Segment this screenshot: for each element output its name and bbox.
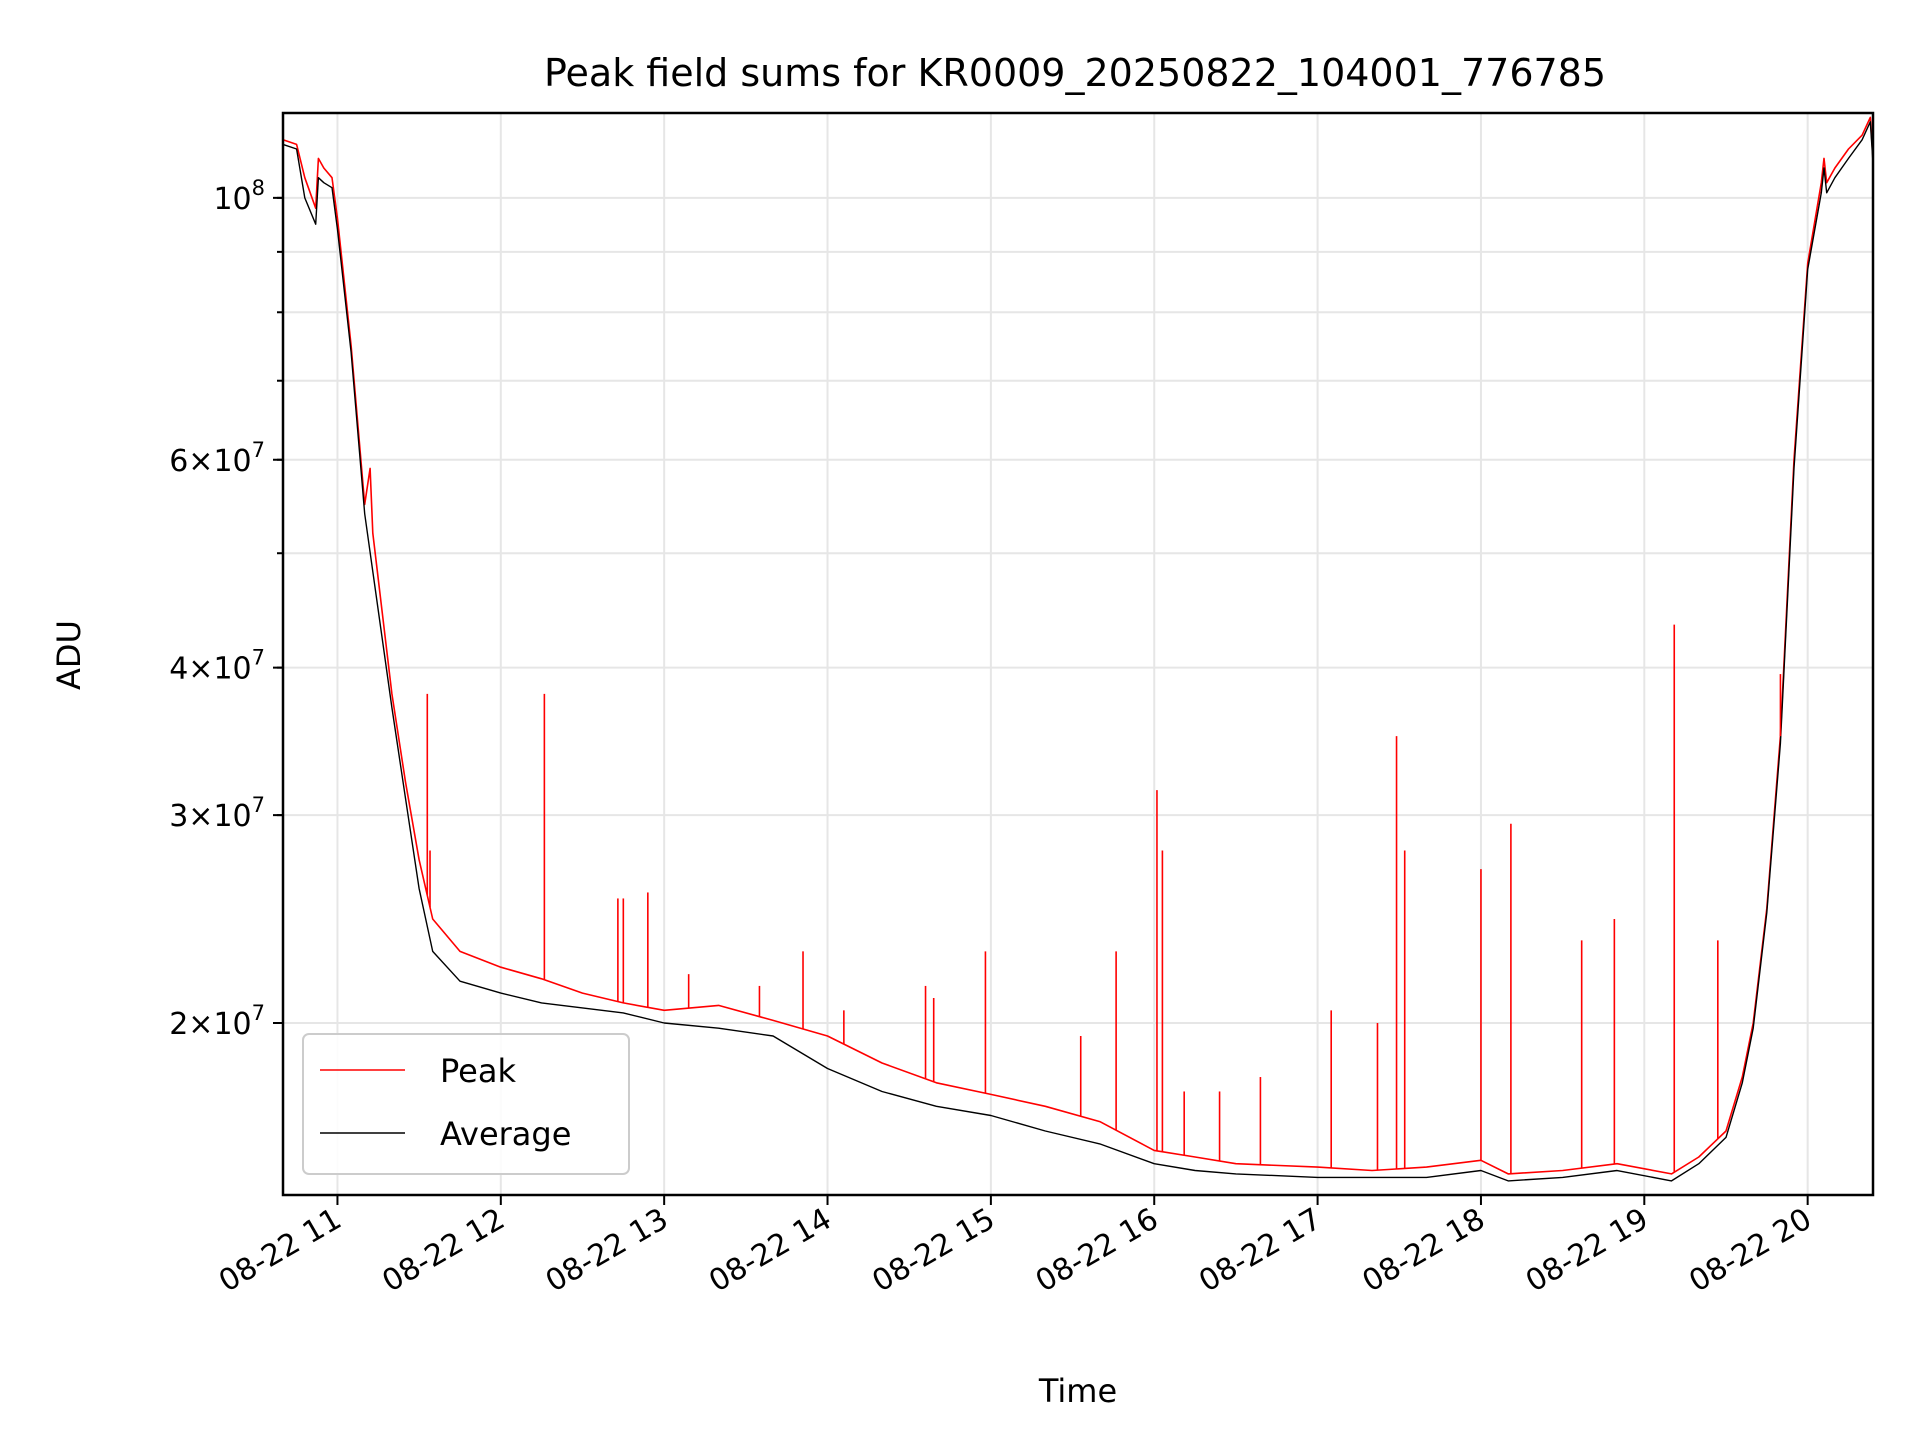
grid-lines (283, 113, 1873, 1195)
legend-label-peak: Peak (440, 1052, 516, 1090)
series-line-average (282, 121, 1874, 1182)
y-axis-label: ADU (50, 620, 88, 690)
series-layer (282, 116, 1874, 1182)
legend: Peak Average (302, 1033, 630, 1175)
legend-box (302, 1033, 630, 1175)
y-tick-label: 6×107 (169, 438, 265, 479)
plot-frame (281, 111, 1875, 1197)
x-axis-label: Time (1038, 1372, 1117, 1410)
chart-title: Peak field sums for KR0009_20250822_1040… (544, 51, 1606, 95)
y-tick-label: 4×107 (169, 646, 265, 687)
legend-label-average: Average (440, 1115, 571, 1153)
y-tick-label: 3×107 (169, 793, 265, 834)
y-tick-label: 2×107 (169, 1001, 265, 1042)
